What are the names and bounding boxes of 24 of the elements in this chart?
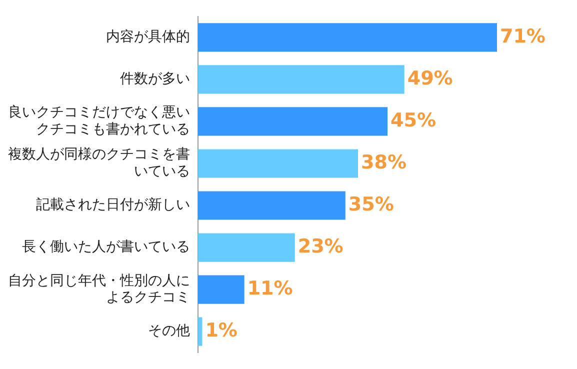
y-tick-label: 記載された日付が新しい [36, 197, 190, 214]
data-label: 49% [407, 67, 453, 90]
y-tick-label: 件数が多い [120, 71, 190, 88]
data-label: 35% [348, 193, 394, 216]
y-tick-label: 内容が具体的 [106, 29, 190, 46]
data-label: 1% [205, 320, 238, 342]
bar [198, 149, 358, 178]
y-tick-label: その他 [148, 323, 190, 340]
bar [198, 275, 244, 304]
y-tick-label: 複数人が同様のクチコミを書いている [8, 146, 190, 180]
bar [198, 107, 388, 136]
data-label: 11% [247, 278, 293, 300]
bar [198, 191, 346, 220]
bar [198, 233, 295, 262]
data-label: 23% [298, 235, 344, 258]
data-label: 45% [390, 109, 436, 132]
y-tick-label: 長く働いた人が書いている [22, 239, 190, 256]
bar [198, 317, 202, 346]
y-tick-label: 良いクチコミだけでなく悪いクチコミも書かれている [8, 104, 190, 138]
data-label: 71% [500, 25, 546, 48]
data-label: 38% [361, 151, 407, 174]
y-tick-label: 自分と同じ年代・性別の人によるクチコミ [8, 272, 190, 306]
bar [198, 23, 497, 52]
bar [198, 65, 404, 94]
